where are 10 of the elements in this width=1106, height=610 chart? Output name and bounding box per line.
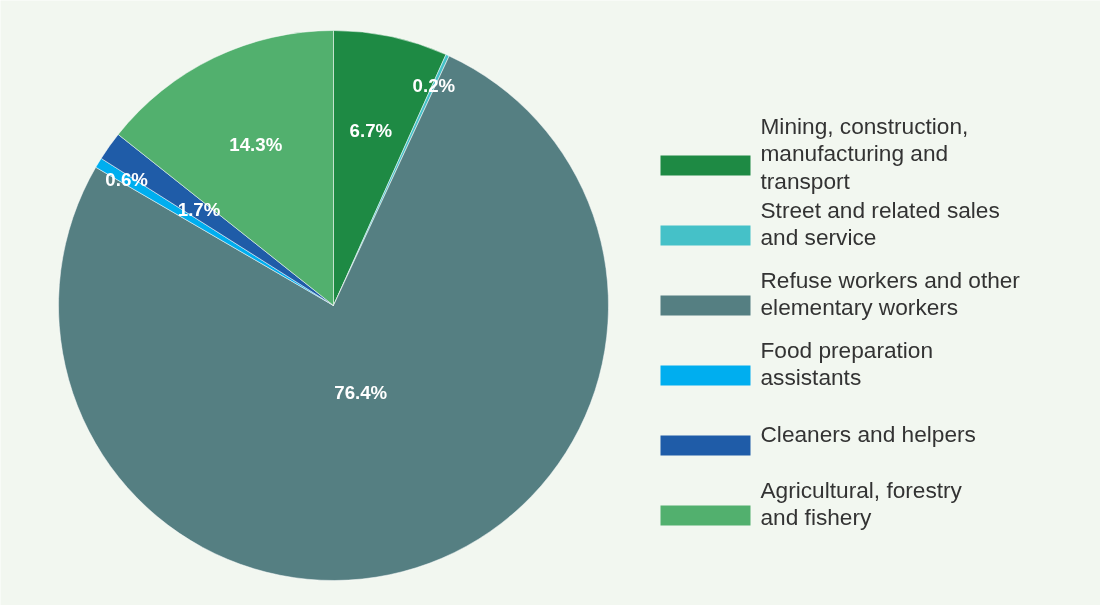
data-label: 6.7% bbox=[349, 120, 393, 142]
data-label: 76.4% bbox=[334, 381, 388, 403]
data-label: 0.2% bbox=[412, 74, 456, 96]
legend-label: Refuse workers and other elementary workers bbox=[760, 266, 1021, 321]
legend-label: Food preparation assistants bbox=[760, 336, 934, 391]
legend-label: Agricultural, forestry and fishery bbox=[760, 476, 963, 531]
legend-label: Cleaners and helpers bbox=[760, 420, 976, 447]
data-label: 14.3% bbox=[229, 134, 283, 156]
legend-label: Street and related sales and service bbox=[760, 196, 1000, 251]
legend-label: Mining, construction, manufacturing and transport bbox=[760, 113, 969, 194]
